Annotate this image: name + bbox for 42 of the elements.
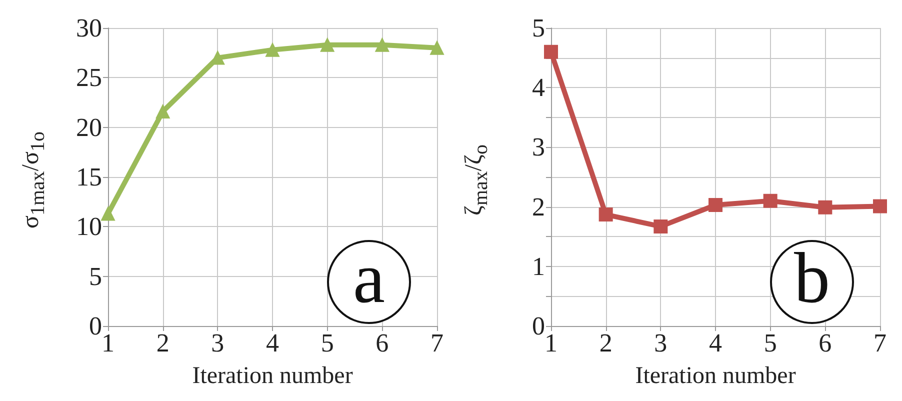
point	[320, 38, 334, 52]
x-tick-label: 4	[709, 328, 722, 358]
y-tick-label: 15	[76, 162, 102, 192]
point	[873, 199, 887, 214]
y-tick-label: 2	[532, 192, 545, 222]
y-tick-label: 30	[76, 14, 102, 42]
x-tick-label: 7	[430, 328, 444, 358]
y-tick-label: 25	[76, 63, 102, 92]
y-tick-label: 3	[532, 132, 545, 162]
point	[156, 104, 170, 118]
x-tick-label: 3	[654, 328, 668, 358]
point	[598, 208, 613, 222]
annotation: a	[327, 238, 411, 324]
x-tick-label: 6	[376, 328, 389, 358]
point	[763, 194, 778, 208]
x-tick-label: 4	[266, 328, 279, 358]
y-tick-label: 5	[89, 262, 102, 291]
x-tick-label: 6	[818, 328, 832, 358]
x-tick-label: 2	[156, 328, 170, 358]
point	[101, 206, 115, 221]
x-tick-label: 5	[320, 328, 334, 358]
x-tick-label: 2	[599, 328, 612, 358]
point	[544, 44, 558, 59]
x-tick-label: 3	[211, 328, 224, 358]
point	[708, 198, 722, 212]
annotation: b	[770, 238, 854, 324]
x-axis-title: Iteration number	[192, 363, 353, 389]
y-tick-label: 20	[76, 112, 102, 142]
y-tick-label: 1	[532, 252, 545, 281]
y-tick-label: 0	[89, 312, 102, 340]
y-tick-label: 10	[76, 212, 102, 242]
x-tick-label: 7	[874, 328, 886, 358]
point	[430, 40, 444, 55]
y-tick-label: 5	[532, 14, 545, 42]
point	[375, 38, 390, 52]
y-tick-label: 0	[532, 312, 545, 340]
point	[266, 42, 280, 57]
point	[818, 200, 832, 214]
point	[654, 219, 668, 234]
x-tick-label: 5	[764, 328, 777, 358]
y-tick-label: 4	[532, 73, 545, 102]
x-axis-title: Iteration number	[635, 363, 796, 389]
